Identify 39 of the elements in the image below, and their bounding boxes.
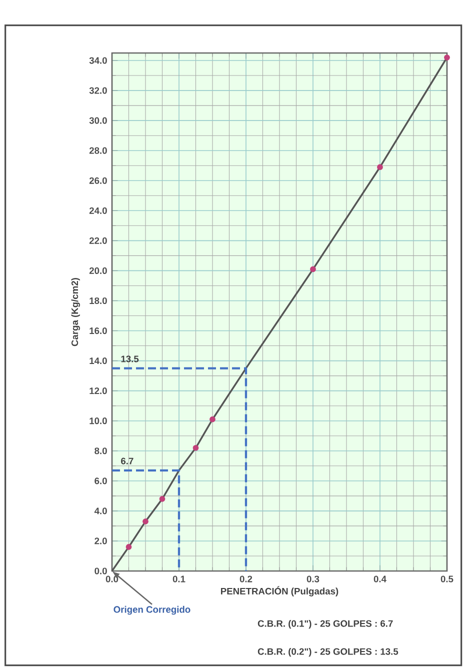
y-tick-label: 12.0: [90, 388, 107, 394]
point: [210, 416, 216, 422]
y-tick-label: 34.0: [89, 57, 107, 64]
x-tick-label: 0.4: [374, 576, 386, 582]
point: [310, 266, 316, 272]
text: C.B.R. (0.1") - 25 GOLPES : 6.7: [258, 620, 393, 629]
point: [192, 444, 199, 451]
y-tick-label: 2.0: [94, 538, 107, 544]
point: [159, 496, 166, 502]
y-tick-label: 4.0: [94, 508, 107, 514]
y-tick-label: 28.0: [89, 147, 107, 154]
text: C.B.R. (0.2") - 25 GOLPES : 13.5: [258, 648, 398, 657]
y-tick-label: 18.0: [90, 297, 107, 304]
x-tick-label: 0.3: [306, 576, 320, 582]
y-tick-label: 6.0: [94, 478, 107, 484]
point: [126, 544, 132, 550]
x-axis-title: PENETRACIÓN (Pulgadas): [221, 586, 338, 596]
point: [444, 54, 450, 60]
point: [377, 164, 383, 170]
y-tick-label: 14.0: [90, 358, 107, 364]
y-tick-label: 24.0: [89, 207, 107, 214]
y-tick-label: 32.0: [89, 87, 107, 94]
annotation: Origen Corregido: [114, 606, 190, 615]
y-axis-title: Carga (Kg/cm2): [71, 278, 80, 346]
point: [142, 518, 148, 524]
x-tick-label: 0.5: [440, 576, 454, 582]
y-tick-label: 20.0: [89, 267, 107, 274]
x-tick-label: 0.2: [240, 576, 252, 582]
y-tick-label: 30.0: [89, 117, 107, 124]
data-label: 6.7: [121, 458, 134, 464]
x-tick-label: 0.1: [172, 576, 186, 582]
y-tick-label: 8.0: [94, 448, 107, 454]
y-tick-label: 26.0: [89, 177, 107, 184]
y-tick-label: 10.0: [90, 418, 107, 424]
data-label: 13.5: [121, 356, 139, 362]
y-tick-label: 16.0: [90, 327, 107, 334]
y-tick-label: 22.0: [89, 237, 107, 244]
y-tick-label: 0.0: [94, 568, 107, 574]
x-tick-label: 0.0: [106, 576, 118, 582]
